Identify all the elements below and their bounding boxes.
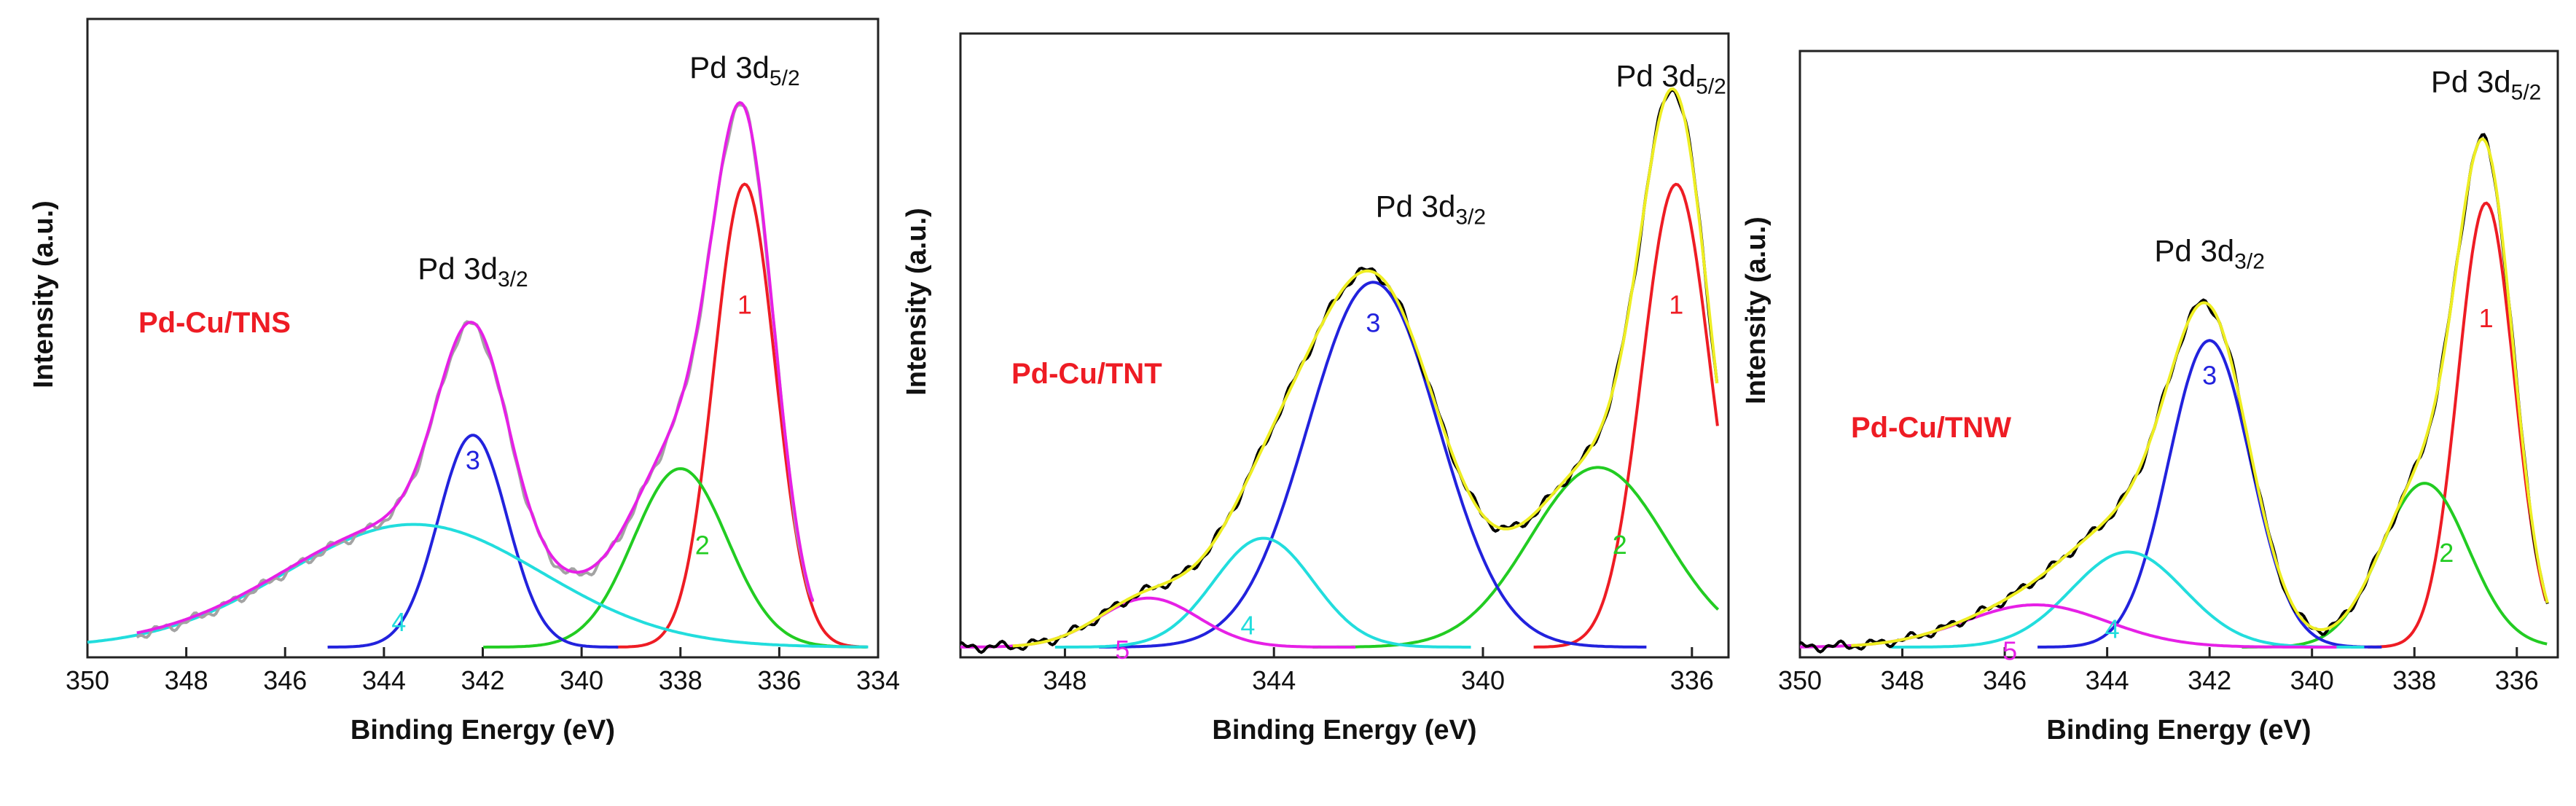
peak-number-label: 5 <box>1115 635 1130 665</box>
x-tick-label: 340 <box>2290 665 2334 695</box>
x-tick-label: 336 <box>1670 665 1714 695</box>
peak-title-annotation: Pd 3d5/2 <box>1616 58 1726 98</box>
peak-title-subscript: 3/2 <box>498 267 528 292</box>
peak-title-main: Pd 3d <box>689 50 770 85</box>
peak-number-label: 2 <box>1613 530 1627 560</box>
peak-title-annotation: Pd 3d3/2 <box>1376 189 1486 230</box>
peak-number-label: 2 <box>2439 538 2454 568</box>
envelope-envelope <box>1851 137 2549 647</box>
envelope-envelope <box>136 101 815 635</box>
x-tick-label: 344 <box>2086 665 2129 695</box>
x-tick-label: 344 <box>1252 665 1296 695</box>
peak-number-label: 1 <box>2479 303 2494 333</box>
x-tick-label: 336 <box>757 665 801 695</box>
peak-number-label: 3 <box>2202 360 2217 390</box>
peak-number-label: 3 <box>466 445 480 475</box>
component-peak-1 <box>1533 182 1719 649</box>
x-tick-label: 346 <box>263 665 307 695</box>
x-tick-label: 346 <box>1983 665 2027 695</box>
chart-panel-b: 348 344 340 336 Binding Energy (eV) Intensity… <box>901 32 1730 746</box>
x-tick-label: 338 <box>2392 665 2436 695</box>
peak-title-main: Pd 3d <box>1616 58 1696 93</box>
peak-number-label: 4 <box>2105 614 2120 643</box>
x-axis-label: Binding Energy (eV) <box>351 715 615 746</box>
y-axis-label: Intensity (a.u.) <box>1741 216 1772 404</box>
peak-title-main: Pd 3d <box>2431 64 2511 98</box>
component-peak-1 <box>2368 201 2548 649</box>
x-tick-label: 340 <box>560 665 603 695</box>
component-peak-4 <box>1891 550 2365 649</box>
y-axis-label: Intensity (a.u.) <box>28 200 59 388</box>
y-axis-label: Intensity (a.u.) <box>901 208 932 396</box>
x-axis-label: Binding Energy (eV) <box>2046 715 2311 746</box>
component-peak-3 <box>327 434 619 649</box>
peak-title-subscript: 3/2 <box>2234 249 2265 273</box>
peak-title-main: Pd 3d <box>1376 189 1456 224</box>
peak-title-main: Pd 3d <box>418 251 498 286</box>
peak-number-label: 4 <box>1240 611 1255 641</box>
x-tick-label: 334 <box>856 665 900 695</box>
peak-title-subscript: 5/2 <box>1696 74 1726 98</box>
x-tick-label: 348 <box>1881 665 1925 695</box>
peak-number-label: 5 <box>2003 635 2017 665</box>
peak-title-subscript: 5/2 <box>2511 80 2542 104</box>
envelope-envelope <box>1012 87 1719 648</box>
sample-label: Pd-Cu/TNT <box>1011 358 1162 390</box>
x-tick-label: 348 <box>1043 665 1087 695</box>
peak-title-annotation: Pd 3d3/2 <box>418 251 528 292</box>
peak-title-subscript: 3/2 <box>1455 206 1486 230</box>
peak-title-annotation: Pd 3d3/2 <box>2154 233 2264 273</box>
peak-title-annotation: Pd 3d5/2 <box>2431 64 2541 104</box>
component-peak-2 <box>483 467 867 649</box>
sample-label: Pd-Cu/TNW <box>1851 412 2011 444</box>
x-tick-label: 344 <box>362 665 406 695</box>
plot-frame <box>1798 50 2559 659</box>
component-peak-2 <box>1312 466 1720 649</box>
x-tick-label: 348 <box>165 665 208 695</box>
plot-frame <box>959 32 1730 659</box>
peak-number-label: 2 <box>695 531 710 560</box>
peak-number-label: 1 <box>737 290 752 320</box>
peak-number-label: 1 <box>1669 290 1683 320</box>
x-tick-label: 350 <box>66 665 109 695</box>
component-peak-3 <box>1099 281 1647 649</box>
component-peak-1 <box>616 182 867 649</box>
peak-title-subscript: 5/2 <box>770 66 800 90</box>
x-tick-label: 342 <box>461 665 504 695</box>
x-axis-label: Binding Energy (eV) <box>1212 715 1476 746</box>
component-peak-3 <box>2037 339 2382 649</box>
peak-number-label: 4 <box>391 607 406 637</box>
peak-title-main: Pd 3d <box>2154 233 2234 267</box>
sample-label: Pd-Cu/TNS <box>138 307 291 339</box>
x-tick-label: 350 <box>1778 665 1822 695</box>
x-tick-label: 336 <box>2495 665 2539 695</box>
x-tick-label: 342 <box>2188 665 2231 695</box>
peak-title-annotation: Pd 3d5/2 <box>689 50 799 90</box>
x-tick-label: 338 <box>659 665 702 695</box>
peak-number-label: 3 <box>1366 308 1380 337</box>
x-tick-label: 340 <box>1461 665 1505 695</box>
component-peak-4 <box>1054 536 1471 649</box>
